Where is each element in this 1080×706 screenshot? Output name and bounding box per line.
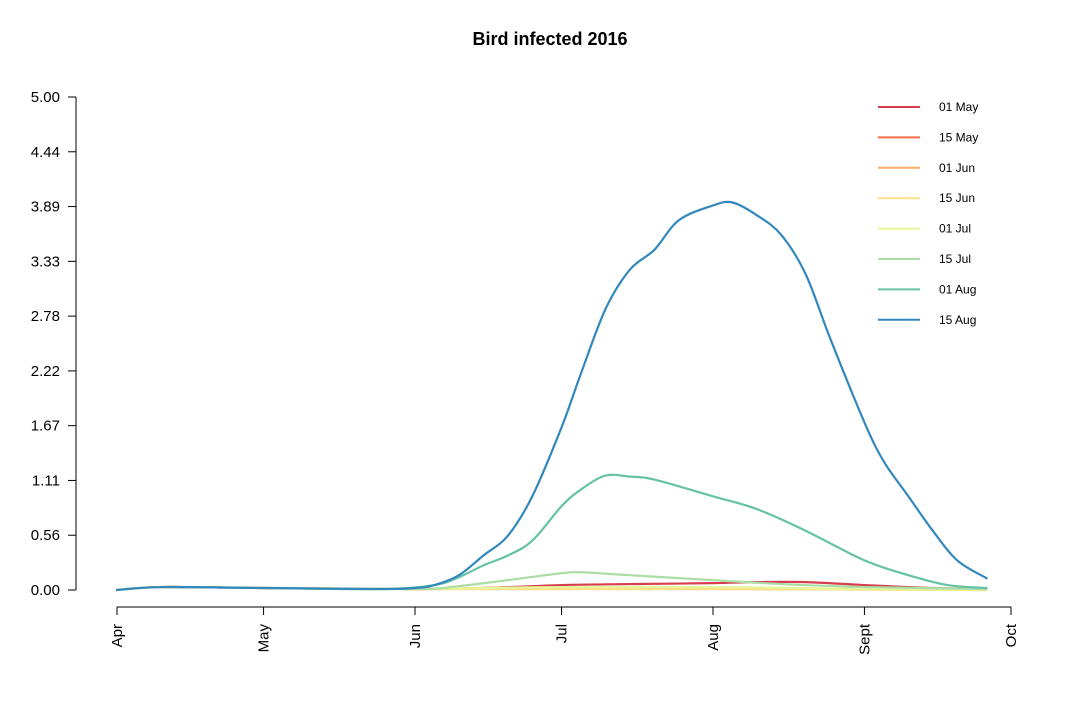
x-tick-label: Aug xyxy=(705,624,722,651)
legend-label-15-may: 15 May xyxy=(939,130,978,144)
x-tick-label: May xyxy=(256,624,273,653)
legend-label-01-jul: 01 Jul xyxy=(939,222,971,236)
series-group xyxy=(115,200,988,592)
series-line-01-aug xyxy=(115,473,988,592)
legend-label-01-aug: 01 Aug xyxy=(939,282,976,296)
x-tick-label: Jun xyxy=(407,624,424,648)
chart-title: Bird infected 2016 xyxy=(472,29,627,49)
y-tick-label: 2.78 xyxy=(31,308,60,325)
legend-label-15-aug: 15 Aug xyxy=(939,313,976,327)
y-tick-label: 0.00 xyxy=(31,582,60,599)
x-tick-label: Sept xyxy=(856,623,873,655)
x-tick-label: Jul xyxy=(554,624,571,643)
x-tick-label: Apr xyxy=(109,624,126,647)
y-tick-label: 5.00 xyxy=(31,89,60,106)
y-tick-label: 1.11 xyxy=(32,472,60,489)
y-tick-label: 4.44 xyxy=(31,144,60,161)
y-tick-label: 0.56 xyxy=(31,527,60,544)
legend-label-01-jun: 01 Jun xyxy=(939,161,975,175)
y-tick-label: 2.22 xyxy=(31,363,60,380)
y-tick-label: 1.67 xyxy=(31,418,60,435)
x-tick-label: Oct xyxy=(1003,623,1020,647)
legend-label-15-jul: 15 Jul xyxy=(939,252,971,266)
y-tick-label: 3.33 xyxy=(31,253,60,270)
legend-label-15-jun: 15 Jun xyxy=(939,191,975,205)
y-tick-label: 3.89 xyxy=(31,199,60,216)
series-line-15-aug xyxy=(115,200,988,592)
y-axis: 0.00 0.56 1.11 1.67 2.22 2.78 3.33 3.89 4.44 5.00 xyxy=(31,89,77,599)
legend-label-01-may: 01 May xyxy=(939,100,978,114)
x-axis: Apr May Jun Jul Aug Sept Oct xyxy=(109,606,1020,655)
legend: 01 May 15 May 01 Jun 15 Jun 01 Jul 15 Jul 01 A… xyxy=(878,100,978,327)
